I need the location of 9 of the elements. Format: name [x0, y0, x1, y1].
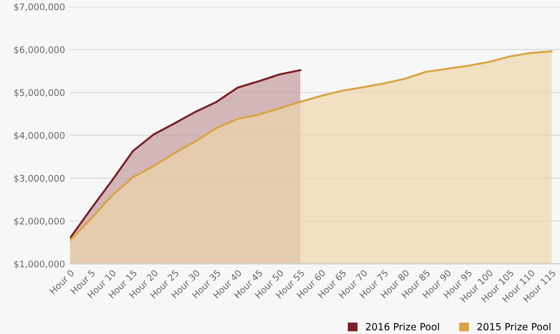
- y-tick-label: $4,000,000: [14, 132, 65, 140]
- legend-label: 2015 Prize Pool: [477, 322, 550, 330]
- y-tick-label: $6,000,000: [14, 46, 65, 54]
- legend-label: 2016 Prize Pool: [366, 322, 439, 330]
- y-tick-label: $3,000,000: [14, 174, 65, 183]
- y-tick-label: $7,000,000: [14, 3, 65, 12]
- y-tick-label: $2,000,000: [14, 218, 65, 226]
- y-tick-label: $5,000,000: [14, 88, 65, 98]
- y-tick-label: $1,000,000: [14, 260, 65, 269]
